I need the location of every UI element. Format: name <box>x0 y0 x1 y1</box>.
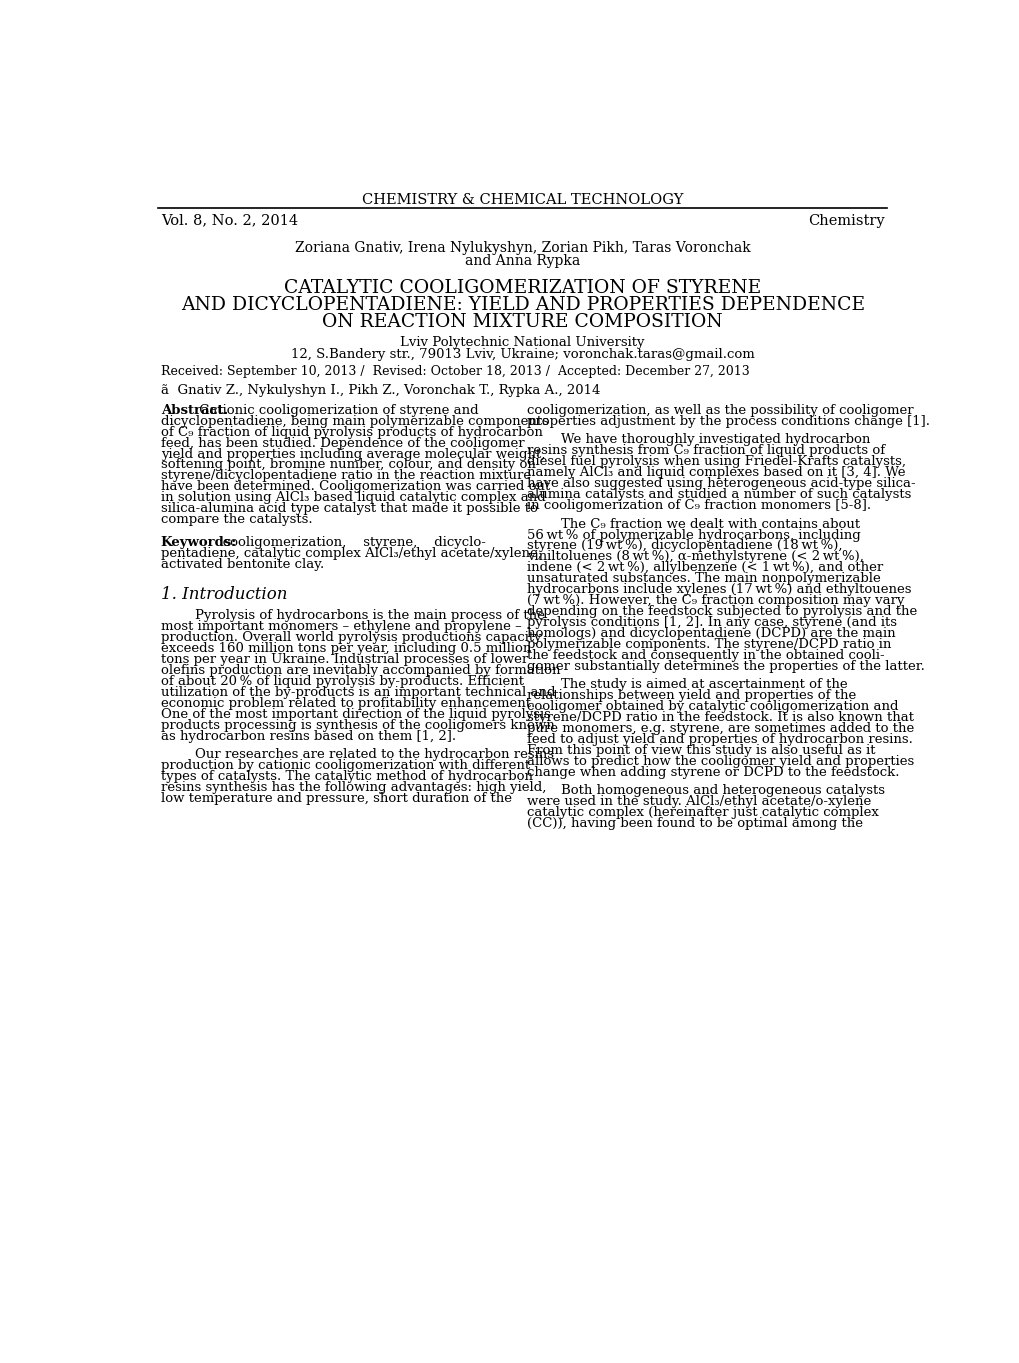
Text: 12, S.Bandery str., 79013 Lviv, Ukraine; voronchak.taras@gmail.com: 12, S.Bandery str., 79013 Lviv, Ukraine;… <box>290 348 754 361</box>
Text: cooligomer obtained by catalytic cooligomerization and: cooligomer obtained by catalytic cooligo… <box>526 701 898 713</box>
Text: types of catalysts. The catalytic method of hydrocarbon: types of catalysts. The catalytic method… <box>161 770 532 782</box>
Text: low temperature and pressure, short duration of the: low temperature and pressure, short dura… <box>161 792 512 806</box>
Text: Chemistry: Chemistry <box>807 214 883 228</box>
Text: CHEMISTRY & CHEMICAL TECHNOLOGY: CHEMISTRY & CHEMICAL TECHNOLOGY <box>362 192 683 207</box>
Text: alumina catalysts and studied a number of such catalysts: alumina catalysts and studied a number o… <box>526 488 910 502</box>
Text: polymerizable components. The styrene/DCPD ratio in: polymerizable components. The styrene/DC… <box>526 638 891 652</box>
Text: The study is aimed at ascertainment of the: The study is aimed at ascertainment of t… <box>526 679 847 691</box>
Text: the feedstock and consequently in the obtained cooli-: the feedstock and consequently in the ob… <box>526 649 883 662</box>
Text: Cationic cooligomerization of styrene and: Cationic cooligomerization of styrene an… <box>195 403 478 417</box>
Text: utilization of the by-products is an important technical and: utilization of the by-products is an imp… <box>161 686 554 699</box>
Text: feed to adjust yield and properties of hydrocarbon resins.: feed to adjust yield and properties of h… <box>526 733 912 746</box>
Text: of about 20 % of liquid pyrolysis by-products. Efficient: of about 20 % of liquid pyrolysis by-pro… <box>161 675 524 688</box>
Text: feed, has been studied. Dependence of the cooligomer: feed, has been studied. Dependence of th… <box>161 436 524 450</box>
Text: We have thoroughly investigated hydrocarbon: We have thoroughly investigated hydrocar… <box>526 433 869 446</box>
Text: pure monomers, e.g. styrene, are sometimes added to the: pure monomers, e.g. styrene, are sometim… <box>526 722 913 735</box>
Text: dicyclopentadiene, being main polymerizable components: dicyclopentadiene, being main polymeriza… <box>161 414 548 428</box>
Text: styrene/dicyclopentadiene ratio in the reaction mixture: styrene/dicyclopentadiene ratio in the r… <box>161 469 531 483</box>
Text: (CC)), having been found to be optimal among the: (CC)), having been found to be optimal a… <box>526 818 862 830</box>
Text: Our researches are related to the hydrocarbon resins: Our researches are related to the hydroc… <box>161 748 553 761</box>
Text: depending on the feedstock subjected to pyrolysis and the: depending on the feedstock subjected to … <box>526 605 916 617</box>
Text: 1. Introduction: 1. Introduction <box>161 586 287 604</box>
Text: change when adding styrene or DCPD to the feedstock.: change when adding styrene or DCPD to th… <box>526 766 898 778</box>
Text: indene (< 2 wt %), allylbenzene (< 1 wt %), and other: indene (< 2 wt %), allylbenzene (< 1 wt … <box>526 562 882 574</box>
Text: as hydrocarbon resins based on them [1, 2].: as hydrocarbon resins based on them [1, … <box>161 729 455 743</box>
Text: properties adjustment by the process conditions change [1].: properties adjustment by the process con… <box>526 414 928 428</box>
Text: The C₉ fraction we dealt with contains about: The C₉ fraction we dealt with contains a… <box>526 518 859 530</box>
Text: yield and properties including average molecular weight,: yield and properties including average m… <box>161 447 545 461</box>
Text: have also suggested using heterogeneous acid-type silica-: have also suggested using heterogeneous … <box>526 477 914 491</box>
Text: Lviv Polytechnic National University: Lviv Polytechnic National University <box>400 337 644 349</box>
Text: diesel fuel pyrolysis when using Friedel-Krafts catalysts,: diesel fuel pyrolysis when using Friedel… <box>526 455 905 469</box>
Text: homologs) and dicyclopentadiene (DCPD) are the main: homologs) and dicyclopentadiene (DCPD) a… <box>526 627 895 641</box>
Text: have been determined. Cooligomerization was carried out: have been determined. Cooligomerization … <box>161 480 549 493</box>
Text: and Anna Rypka: and Anna Rypka <box>465 254 580 267</box>
Text: allows to predict how the cooligomer yield and properties: allows to predict how the cooligomer yie… <box>526 755 913 767</box>
Text: resins synthesis has the following advantages: high yield,: resins synthesis has the following advan… <box>161 781 545 793</box>
Text: hydrocarbons include xylenes (17 wt %) and ethyltouenes: hydrocarbons include xylenes (17 wt %) a… <box>526 583 910 596</box>
Text: (7 wt %). However, the C₉ fraction composition may vary: (7 wt %). However, the C₉ fraction compo… <box>526 594 903 607</box>
Text: production. Overall world pyrolysis productions capacity: production. Overall world pyrolysis prod… <box>161 631 541 645</box>
Text: compare the catalysts.: compare the catalysts. <box>161 512 312 526</box>
Text: most important monomers – ethylene and propylene –: most important monomers – ethylene and p… <box>161 620 521 634</box>
Text: in cooligomerization of C₉ fraction monomers [5-8].: in cooligomerization of C₉ fraction mono… <box>526 499 870 512</box>
Text: catalytic complex (hereinafter just catalytic complex: catalytic complex (hereinafter just cata… <box>526 807 877 819</box>
Text: CATALYTIC COOLIGOMERIZATION OF STYRENE: CATALYTIC COOLIGOMERIZATION OF STYRENE <box>284 279 760 297</box>
Text: of C₉ fraction of liquid pyrolysis products of hydrocarbon: of C₉ fraction of liquid pyrolysis produ… <box>161 425 542 439</box>
Text: 56 wt % of polymerizable hydrocarbons, including: 56 wt % of polymerizable hydrocarbons, i… <box>526 529 860 541</box>
Text: in solution using AlCl₃ based liquid catalytic complex and: in solution using AlCl₃ based liquid cat… <box>161 491 545 504</box>
Text: tons per year in Ukraine. Industrial processes of lower: tons per year in Ukraine. Industrial pro… <box>161 653 528 667</box>
Text: viniltoluenes (8 wt %), α-methylstyrene (< 2 wt %),: viniltoluenes (8 wt %), α-methylstyrene … <box>526 551 863 563</box>
Text: styrene (19 wt %), dicyclopentadiene (18 wt %),: styrene (19 wt %), dicyclopentadiene (18… <box>526 540 842 552</box>
Text: ã  Gnativ Z., Nykulyshyn I., Pikh Z., Voronchak T., Rypka A., 2014: ã Gnativ Z., Nykulyshyn I., Pikh Z., Vor… <box>161 384 599 397</box>
Text: From this point of view this study is also useful as it: From this point of view this study is al… <box>526 744 874 756</box>
Text: Vol. 8, No. 2, 2014: Vol. 8, No. 2, 2014 <box>161 214 298 228</box>
Text: resins synthesis from C₉ fraction of liquid products of: resins synthesis from C₉ fraction of liq… <box>526 444 883 458</box>
Text: cooligomerization,    styrene,    dicyclo-: cooligomerization, styrene, dicyclo- <box>210 537 486 549</box>
Text: silica-alumina acid type catalyst that made it possible to: silica-alumina acid type catalyst that m… <box>161 502 537 515</box>
Text: pyrolysis conditions [1, 2]. In any case, styrene (and its: pyrolysis conditions [1, 2]. In any case… <box>526 616 896 628</box>
Text: softening point, bromine number, colour, and density on: softening point, bromine number, colour,… <box>161 458 535 472</box>
Text: styrene/DCPD ratio in the feedstock. It is also known that: styrene/DCPD ratio in the feedstock. It … <box>526 711 913 724</box>
Text: Both homogeneous and heterogeneous catalysts: Both homogeneous and heterogeneous catal… <box>526 785 883 797</box>
Text: economic problem related to profitability enhancement.: economic problem related to profitabilit… <box>161 696 535 710</box>
Text: production by cationic cooligomerization with different: production by cationic cooligomerization… <box>161 759 530 771</box>
Text: Keywords:: Keywords: <box>161 537 236 549</box>
Text: olefins production are inevitably accompanied by formation: olefins production are inevitably accomp… <box>161 664 559 677</box>
Text: ON REACTION MIXTURE COMPOSITION: ON REACTION MIXTURE COMPOSITION <box>322 313 722 331</box>
Text: cooligomerization, as well as the possibility of cooligomer: cooligomerization, as well as the possib… <box>526 403 912 417</box>
Text: Zoriana Gnativ, Irena Nylukyshyn, Zorian Pikh, Taras Voronchak: Zoriana Gnativ, Irena Nylukyshyn, Zorian… <box>294 240 750 255</box>
Text: Received: September 10, 2013 /  Revised: October 18, 2013 /  Accepted: December : Received: September 10, 2013 / Revised: … <box>161 365 749 379</box>
Text: activated bentonite clay.: activated bentonite clay. <box>161 559 324 571</box>
Text: namely AlCl₃ and liquid complexes based on it [3, 4]. We: namely AlCl₃ and liquid complexes based … <box>526 466 904 480</box>
Text: pentadiene, catalytic complex AlCl₃/ethyl acetate/xylene,: pentadiene, catalytic complex AlCl₃/ethy… <box>161 548 541 560</box>
Text: products processing is synthesis of the cooligomers known: products processing is synthesis of the … <box>161 718 554 732</box>
Text: unsaturated substances. The main nonpolymerizable: unsaturated substances. The main nonpoly… <box>526 572 879 585</box>
Text: gomer substantially determines the properties of the latter.: gomer substantially determines the prope… <box>526 660 923 673</box>
Text: AND DICYCLOPENTADIENE: YIELD AND PROPERTIES DEPENDENCE: AND DICYCLOPENTADIENE: YIELD AND PROPERT… <box>180 296 864 313</box>
Text: exceeds 160 million tons per year, including 0.5 million: exceeds 160 million tons per year, inclu… <box>161 642 531 656</box>
Text: Abstract.: Abstract. <box>161 403 228 417</box>
Text: Pyrolysis of hydrocarbons is the main process of the: Pyrolysis of hydrocarbons is the main pr… <box>161 609 544 623</box>
Text: were used in the study. AlCl₃/ethyl acetate/o-xylene: were used in the study. AlCl₃/ethyl acet… <box>526 796 870 808</box>
Text: relationships between yield and properties of the: relationships between yield and properti… <box>526 690 855 702</box>
Text: One of the most important direction of the liquid pyrolysis: One of the most important direction of t… <box>161 707 550 721</box>
